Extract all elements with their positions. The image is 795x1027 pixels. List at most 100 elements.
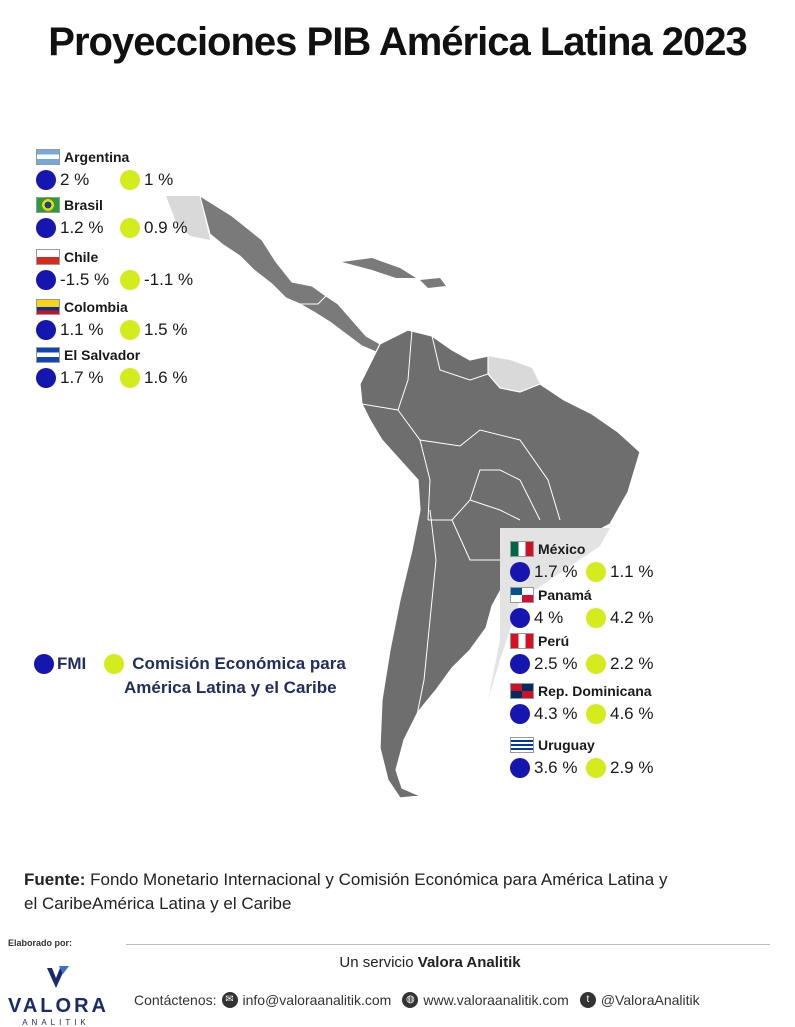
imf-value: -1.5 %	[60, 270, 110, 289]
legend-cepal-label-line1: Comisión Económica para	[132, 654, 346, 673]
imf-value: 1.7 %	[534, 562, 578, 581]
el-salvador-flag-icon	[36, 347, 60, 363]
imf-dot-icon	[36, 320, 56, 340]
imf-value: 4 %	[534, 608, 564, 627]
imf-value: 1.2 %	[60, 218, 104, 237]
country-name: Argentina	[64, 149, 130, 165]
country-block-brasil: Brasil 1.2 % 0.9 %	[36, 196, 187, 240]
cepal-dot-icon	[586, 654, 606, 674]
uruguay-flag-icon	[510, 737, 534, 753]
country-name: Chile	[64, 249, 99, 265]
argentina-flag-icon	[36, 149, 60, 165]
cepal-dot-icon	[120, 320, 140, 340]
country-name: Colombia	[64, 299, 128, 315]
country-name: Uruguay	[538, 737, 595, 753]
cepal-value: 2.9 %	[610, 758, 654, 777]
source-label: Fuente:	[24, 870, 86, 889]
country-block-panama: Panamá 4 % 4.2 %	[510, 586, 653, 630]
country-block-el-salvador: El Salvador 1.7 % 1.6 %	[36, 346, 187, 390]
country-borders	[361, 329, 561, 741]
cepal-value: -1.1 %	[144, 270, 194, 289]
imf-value: 4.3 %	[534, 704, 578, 723]
cepal-value: 0.9 %	[144, 218, 188, 237]
imf-dot-icon	[510, 704, 530, 724]
panama-flag-icon	[510, 587, 534, 603]
contact-label: Contáctenos:	[134, 992, 217, 1008]
imf-dot-icon	[510, 562, 530, 582]
imf-value: 1.7 %	[60, 368, 104, 387]
source-note: Fuente: Fondo Monetario Internacional y …	[24, 868, 684, 916]
cepal-dot-icon	[586, 704, 606, 724]
imf-value: 1.1 %	[60, 320, 104, 339]
imf-dot-icon	[510, 758, 530, 778]
logo-sub: ANALITIK	[22, 1018, 90, 1027]
mexico-shape	[199, 194, 327, 305]
service-brand: Valora Analitik	[417, 954, 521, 971]
cepal-value: 1 %	[144, 170, 174, 189]
contact-email[interactable]: info@valoraanalitik.com	[242, 992, 392, 1008]
cepal-dot-icon	[586, 608, 606, 628]
hispaniola-shape	[420, 278, 446, 288]
country-name: El Salvador	[64, 347, 141, 363]
email-icon: ✉	[221, 992, 238, 1008]
legend-cepal-label-line2: América Latina y el Caribe	[124, 678, 337, 697]
cepal-value: 2.2 %	[610, 654, 654, 673]
country-name: Brasil	[64, 197, 103, 213]
country-block-rep-dominicana: Rep. Dominicana 4.3 % 4.6 %	[510, 682, 653, 726]
country-block-peru: Perú 2.5 % 2.2 %	[510, 632, 653, 676]
contact-website[interactable]: www.valoraanalitik.com	[423, 992, 569, 1008]
country-block-colombia: Colombia 1.1 % 1.5 %	[36, 298, 187, 342]
chile-flag-icon	[36, 249, 60, 265]
usa-region	[166, 196, 210, 240]
imf-dot-icon	[36, 218, 56, 238]
imf-value: 3.6 %	[534, 758, 578, 777]
cepal-value: 1.1 %	[610, 562, 654, 581]
central-america-shape	[298, 295, 381, 353]
country-block-mexico: México 1.7 % 1.1 %	[510, 540, 653, 584]
country-block-chile: Chile -1.5 % -1.1 %	[36, 248, 193, 292]
brasil-flag-icon	[36, 197, 60, 213]
contact-twitter[interactable]: @ValoraAnalitik	[600, 992, 700, 1008]
valora-logo: VALORA ANALITIK	[8, 964, 109, 1027]
cepal-dot-icon	[120, 218, 140, 238]
country-name: México	[538, 541, 586, 557]
colombia-flag-icon	[36, 299, 60, 315]
made-by-label: Elaborado por:	[8, 938, 73, 948]
twitter-icon: t	[579, 992, 596, 1008]
cuba-shape	[342, 258, 416, 278]
cepal-value: 4.2 %	[610, 608, 654, 627]
mexico-flag-icon	[510, 541, 534, 557]
country-name: Rep. Dominicana	[538, 683, 652, 699]
logo-word: VALORA	[8, 995, 109, 1017]
service-line: Un servicio Valora Analitik	[280, 954, 580, 971]
contact-bar: Contáctenos: ✉ info@valoraanalitik.com ◍…	[134, 992, 784, 1008]
country-name: Perú	[538, 633, 570, 649]
cepal-value: 4.6 %	[610, 704, 654, 723]
country-block-argentina: Argentina 2 % 1 %	[36, 148, 173, 192]
cepal-value: 1.6 %	[144, 368, 188, 387]
imf-dot-icon	[36, 270, 56, 290]
country-block-uruguay: Uruguay 3.6 % 2.9 %	[510, 736, 653, 780]
imf-dot-icon	[510, 654, 530, 674]
imf-value: 2 %	[60, 170, 90, 189]
footer-divider	[126, 944, 770, 945]
imf-dot-icon	[36, 170, 56, 190]
cepal-dot-icon	[120, 170, 140, 190]
cepal-value: 1.5 %	[144, 320, 188, 339]
legend-imf-label: FMI	[57, 654, 87, 673]
valora-logo-mark-icon	[47, 966, 69, 988]
imf-dot-icon	[510, 608, 530, 628]
globe-icon: ◍	[402, 992, 419, 1008]
rep-dominicana-flag-icon	[510, 683, 534, 699]
cepal-dot-icon	[586, 562, 606, 582]
service-prefix: Un servicio	[339, 954, 418, 971]
imf-dot-icon	[36, 368, 56, 388]
legend-cepal-dot-icon	[104, 654, 125, 674]
legend: FMI Comisión Económica para América Lati…	[34, 654, 364, 698]
page-title: Proyecciones PIB América Latina 2023	[48, 20, 747, 64]
cepal-dot-icon	[586, 758, 606, 778]
cepal-dot-icon	[120, 368, 140, 388]
imf-value: 2.5 %	[534, 654, 578, 673]
source-text: Fondo Monetario Internacional y Comisión…	[24, 870, 668, 913]
country-name: Panamá	[538, 587, 592, 603]
